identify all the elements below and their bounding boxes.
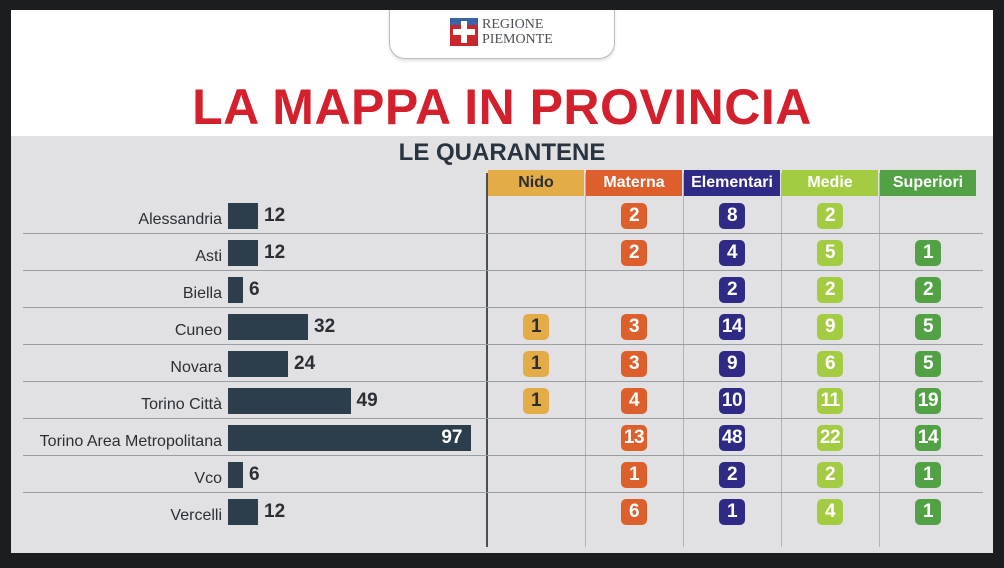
bar-novara — [228, 350, 288, 377]
logo-line-1: REGIONE — [482, 17, 544, 32]
province-label: Novara — [170, 358, 222, 376]
bar-vercelli — [228, 498, 258, 525]
count-badge-superiori: 14 — [915, 424, 941, 451]
province-label: Cuneo — [174, 321, 222, 339]
count-badge-superiori: 2 — [915, 276, 941, 303]
bar-cuneo — [228, 313, 308, 340]
bar-value-label: 12 — [264, 500, 286, 522]
count-badge-medie: 5 — [817, 239, 843, 266]
count-badge-nido: 1 — [523, 387, 549, 414]
infographic-frame: REGIONE PIEMONTE LA MAPPA IN PROVINCIA L… — [11, 10, 993, 553]
bar-value-label: 12 — [264, 204, 286, 226]
province-label: Vercelli — [170, 506, 222, 524]
count-badge-elementari: 48 — [719, 424, 745, 451]
count-badge-medie: 6 — [817, 350, 843, 377]
bar-value-label: 49 — [356, 389, 378, 411]
count-badge-medie: 2 — [817, 202, 843, 229]
bar-value-label: 32 — [314, 315, 336, 337]
count-badge-medie: 2 — [817, 276, 843, 303]
coat-of-arms-icon — [450, 18, 478, 46]
count-badge-materna: 2 — [621, 239, 647, 266]
column-separator — [683, 173, 684, 547]
province-label: Alessandria — [138, 210, 222, 228]
chart-subtitle: LE QUARANTENE — [398, 139, 606, 166]
column-header-superiori: Superiori — [880, 170, 976, 196]
row-separator — [23, 455, 983, 456]
count-badge-superiori: 5 — [915, 350, 941, 377]
bar-alessandria — [228, 202, 258, 229]
bar-value-label: 24 — [294, 352, 316, 374]
count-badge-medie: 22 — [817, 424, 843, 451]
count-badge-elementari: 1 — [719, 498, 745, 525]
row-separator — [23, 307, 983, 308]
province-label: Biella — [182, 284, 222, 302]
count-badge-superiori: 5 — [915, 313, 941, 340]
province-label: Torino Area Metropolitana — [39, 432, 222, 450]
count-badge-superiori: 1 — [915, 239, 941, 266]
logo-line-2: PIEMONTE — [482, 32, 553, 47]
count-badge-elementari: 9 — [719, 350, 745, 377]
table-axis-line — [486, 173, 488, 547]
count-badge-elementari: 8 — [719, 202, 745, 229]
column-header-nido: Nido — [488, 170, 584, 196]
bar-vco — [228, 461, 243, 488]
count-badge-elementari: 10 — [719, 387, 745, 414]
count-badge-nido: 1 — [523, 350, 549, 377]
count-badge-medie: 2 — [817, 461, 843, 488]
column-header-materna: Materna — [586, 170, 682, 196]
province-label: Vco — [194, 469, 222, 487]
page-title: LA MAPPA IN PROVINCIA — [192, 79, 812, 135]
count-badge-materna: 3 — [621, 350, 647, 377]
bar-torino-citt- — [228, 387, 351, 414]
logo: REGIONE PIEMONTE — [389, 10, 615, 59]
row-separator — [23, 418, 983, 419]
count-badge-materna: 1 — [621, 461, 647, 488]
count-badge-superiori: 1 — [915, 498, 941, 525]
bar-value-label: 6 — [249, 278, 260, 300]
bar-asti — [228, 239, 258, 266]
row-separator — [23, 270, 983, 271]
count-badge-superiori: 1 — [915, 461, 941, 488]
column-separator — [585, 173, 586, 547]
row-separator — [23, 344, 983, 345]
bar-biella — [228, 276, 243, 303]
column-header-elementari: Elementari — [684, 170, 780, 196]
column-separator — [879, 173, 880, 547]
count-badge-medie: 9 — [817, 313, 843, 340]
count-badge-elementari: 4 — [719, 239, 745, 266]
bar-value-label: 97 — [441, 426, 463, 448]
bar-torino-area-metropolitana — [228, 424, 471, 451]
province-label: Asti — [195, 247, 222, 265]
count-badge-elementari: 14 — [719, 313, 745, 340]
count-badge-materna: 6 — [621, 498, 647, 525]
row-separator — [23, 233, 983, 234]
column-header-medie: Medie — [782, 170, 878, 196]
count-badge-nido: 1 — [523, 313, 549, 340]
count-badge-materna: 13 — [621, 424, 647, 451]
count-badge-medie: 11 — [817, 387, 843, 414]
logo-text: REGIONE PIEMONTE — [482, 17, 592, 47]
bar-value-label: 6 — [249, 463, 260, 485]
row-separator — [23, 492, 983, 493]
count-badge-medie: 4 — [817, 498, 843, 525]
count-badge-superiori: 19 — [915, 387, 941, 414]
row-separator — [23, 381, 983, 382]
count-badge-elementari: 2 — [719, 461, 745, 488]
count-badge-materna: 4 — [621, 387, 647, 414]
count-badge-elementari: 2 — [719, 276, 745, 303]
column-separator — [781, 173, 782, 547]
count-badge-materna: 3 — [621, 313, 647, 340]
count-badge-materna: 2 — [621, 202, 647, 229]
province-label: Torino Città — [141, 395, 222, 413]
bar-value-label: 12 — [264, 241, 286, 263]
